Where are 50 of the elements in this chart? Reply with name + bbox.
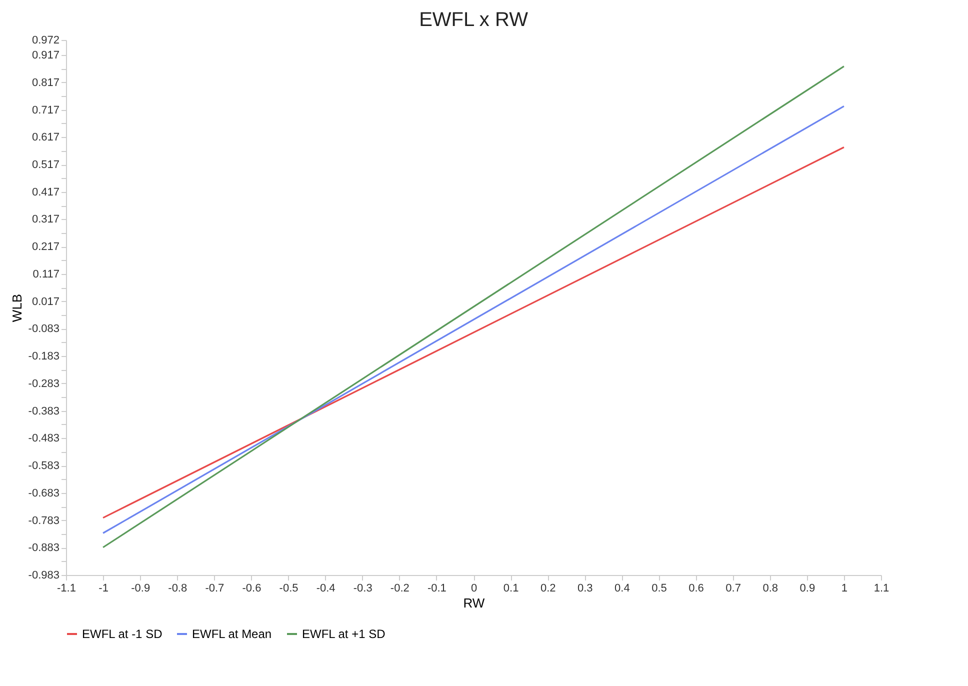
x-tick-label: -0.5: [279, 582, 298, 594]
y-tick-label: -0.483: [28, 432, 60, 445]
x-axis-title: RW: [463, 596, 486, 610]
y-tick-label: -0.283: [28, 378, 60, 390]
y-tick-label: 0.317: [32, 214, 60, 226]
y-tick-label: 0.717: [32, 104, 60, 116]
y-tick-label: -0.183: [28, 350, 60, 363]
chart-title: EWFL x RW: [419, 9, 528, 31]
x-tick-label: -0.3: [353, 582, 372, 594]
x-tick-label: 0.2: [540, 582, 556, 594]
x-tick-label: 0.4: [614, 582, 630, 594]
x-tick-label: 0.5: [652, 582, 667, 594]
x-tick-label: -0.1: [427, 582, 446, 594]
y-tick-label: -0.983: [28, 570, 60, 582]
x-tick-label: 1: [841, 582, 848, 594]
y-tick-label: -0.883: [28, 542, 60, 554]
x-tick-label: 0.6: [688, 582, 704, 594]
legend-label: EWFL at +1 SD: [302, 627, 386, 641]
y-tick-label: 0.617: [32, 132, 60, 144]
y-tick-label: 0.017: [32, 296, 60, 308]
legend-label: EWFL at -1 SD: [82, 627, 163, 641]
x-tick-label: -0.4: [316, 582, 336, 594]
x-tick-label: -0.8: [168, 582, 188, 594]
x-tick-label: -0.2: [390, 582, 410, 594]
y-tick-label: 0.917: [32, 50, 60, 62]
y-axis-title: WLB: [9, 294, 24, 322]
x-tick-label: 0.1: [503, 582, 519, 594]
x-tick-label: -1: [98, 582, 108, 594]
x-tick-label: 1.1: [874, 582, 890, 594]
x-tick-label: -0.6: [242, 582, 262, 594]
y-tick-label: 0.517: [32, 159, 60, 172]
x-tick-label: 0.8: [762, 582, 778, 594]
x-tick-label: -0.7: [205, 582, 224, 594]
y-tick-label: -0.083: [28, 323, 60, 336]
y-tick-label: -0.383: [28, 405, 60, 418]
y-tick-label: 0.217: [32, 241, 60, 254]
x-tick-label: 0.7: [726, 582, 741, 594]
y-tick-label: 0.972: [32, 34, 60, 46]
y-tick-label: -0.583: [28, 460, 60, 472]
y-tick-label: 0.817: [32, 76, 60, 89]
x-tick-label: 0.9: [800, 582, 816, 594]
y-tick-label: -0.683: [28, 487, 60, 500]
y-tick-label: -0.783: [28, 514, 60, 527]
x-tick-label: 0: [470, 582, 478, 594]
x-tick-label: -1.1: [57, 582, 76, 594]
y-tick-label: 0.417: [32, 186, 60, 198]
x-tick-label: -0.9: [131, 582, 150, 594]
legend-label: EWFL at Mean: [192, 627, 272, 641]
y-tick-label: 0.117: [32, 268, 60, 280]
x-tick-label: 0.3: [577, 582, 593, 594]
